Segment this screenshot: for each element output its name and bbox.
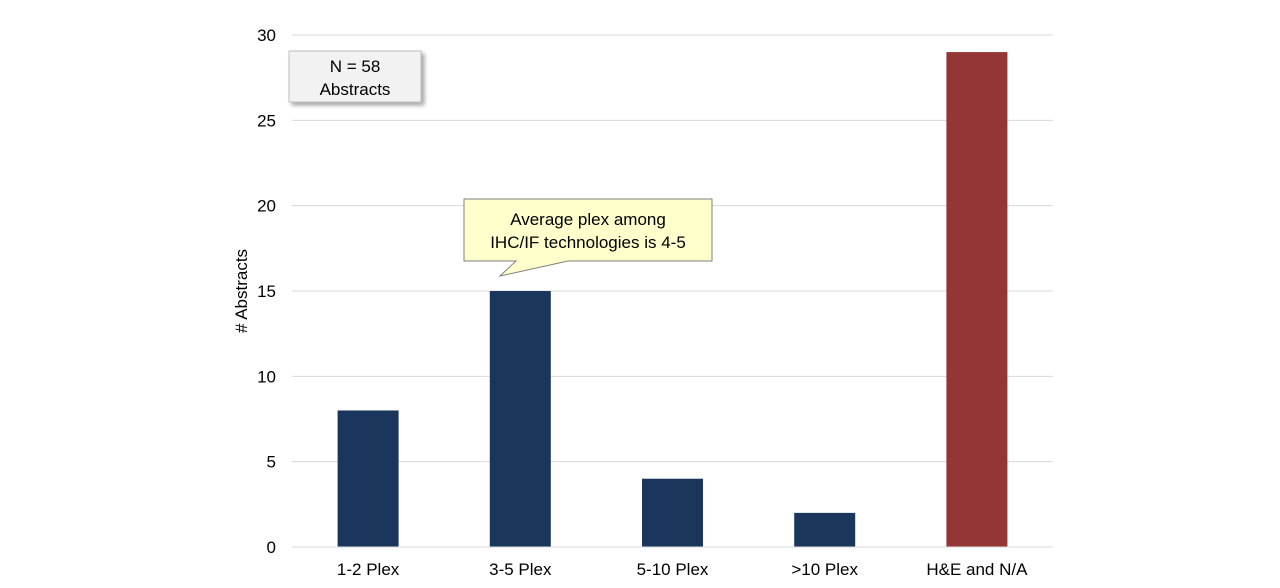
y-axis-tick-labels: 0 5 10 15 20 25 30 [257, 26, 276, 557]
y-tick-label: 0 [267, 538, 276, 557]
bar [489, 291, 551, 547]
callout-line-1: Average plex among [510, 210, 666, 229]
y-tick-label: 20 [257, 197, 276, 216]
y-tick-label: 25 [257, 111, 276, 130]
callout-line-2: IHC/IF technologies is 4-5 [490, 233, 686, 252]
x-category-label: 1-2 Plex [337, 560, 400, 579]
y-tick-label: 30 [257, 26, 276, 45]
x-category-label: H&E and N/A [926, 560, 1028, 579]
x-axis-category-labels: 1-2 Plex 3-5 Plex 5-10 Plex >10 Plex H&E and… [337, 560, 1028, 579]
bar [642, 478, 703, 547]
bar [946, 52, 1008, 548]
bar [794, 512, 856, 547]
x-category-label: 3-5 Plex [489, 560, 552, 579]
x-category-label: 5-10 Plex [637, 560, 709, 579]
x-category-label: >10 Plex [791, 560, 858, 579]
sample-size-box: N = 58 Abstracts [288, 50, 422, 103]
bars [337, 52, 1008, 548]
gridlines [292, 34, 1053, 463]
bar [337, 410, 399, 547]
y-tick-label: 5 [267, 453, 276, 472]
sample-size-line-2: Abstracts [320, 80, 391, 99]
average-plex-callout: Average plex among IHC/IF technologies i… [463, 198, 713, 277]
y-axis-title: # Abstracts [232, 249, 251, 333]
y-tick-label: 10 [257, 367, 276, 386]
y-tick-label: 15 [257, 282, 276, 301]
sample-size-line-1: N = 58 [330, 57, 381, 76]
